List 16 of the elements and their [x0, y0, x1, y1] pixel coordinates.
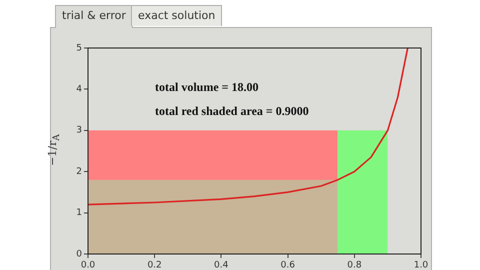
- text: exact solution: [131, 5, 222, 26]
- y-tick-label: 3: [76, 126, 82, 136]
- y-tick-label: 2: [76, 166, 82, 177]
- annotation: total volume = 18.00: [155, 80, 258, 94]
- text: trial & error: [55, 5, 133, 28]
- x-tick-label: 1.0: [414, 260, 428, 270]
- y-tick-label: 1: [76, 208, 82, 218]
- x-tick-label: 0.6: [280, 260, 296, 270]
- y-tick-label: 5: [76, 43, 82, 54]
- y-tick-label: 4: [76, 84, 82, 95]
- x-tick-label: 0.8: [347, 260, 362, 270]
- x-tick-label: 0.4: [214, 260, 229, 270]
- x-tick-label: 0.2: [147, 260, 162, 270]
- y-tick-label: 0: [76, 249, 82, 260]
- annotation: total red shaded area = 0.9000: [155, 104, 309, 118]
- x-tick-label: 0.0: [80, 260, 96, 270]
